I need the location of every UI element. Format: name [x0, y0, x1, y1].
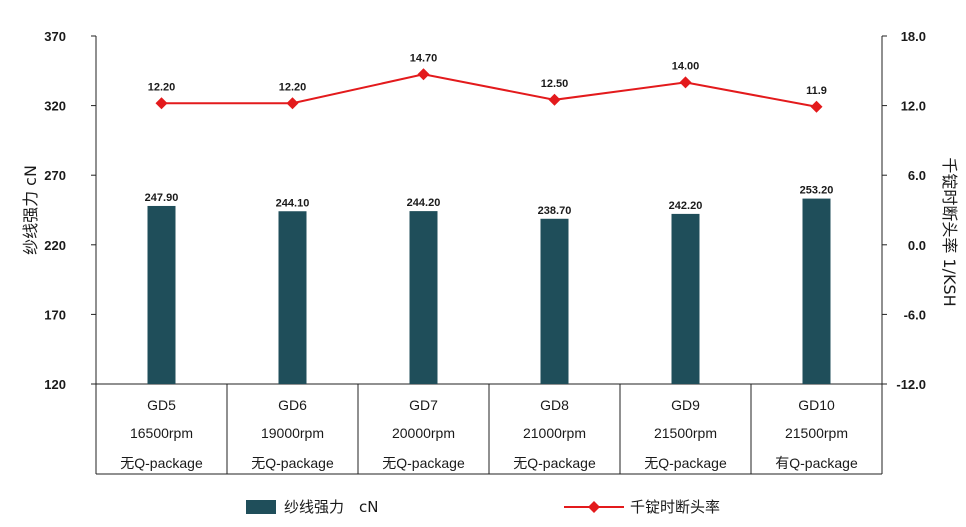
line-data-label: 12.50	[541, 78, 569, 90]
category-label: 21000rpm	[523, 425, 586, 441]
line-data-label: 11.9	[806, 85, 827, 97]
line-point	[286, 97, 299, 110]
line-point	[548, 93, 561, 106]
series-line	[161, 73, 817, 108]
category-label: 16500rpm	[130, 425, 193, 441]
right-tick-label: 12.0	[901, 99, 926, 114]
left-tick-label: 320	[44, 99, 66, 114]
right-tick-label: -12.0	[896, 377, 926, 392]
legend-line-marker	[588, 501, 600, 513]
bar-series	[147, 198, 831, 384]
bar-data-label: 247.90	[145, 192, 179, 204]
line-data-label: 12.20	[148, 81, 176, 93]
bar	[278, 211, 307, 384]
right-tick-label: 6.0	[908, 168, 926, 183]
category-label: 无Q-package	[382, 455, 465, 471]
line-data-label: 14.00	[672, 60, 700, 72]
right-axis-title: 千锭时断头率 1/KSH	[940, 157, 959, 306]
category-label: 无Q-package	[251, 455, 334, 471]
category-label: 无Q-package	[120, 455, 203, 471]
line-data-labels: 12.20 12.20 14.70 12.50 14.00 11.9	[148, 52, 827, 96]
left-tick-label: 170	[44, 307, 66, 322]
category-table: GD5 16500rpm 无Q-package GD6 19000rpm 无Q-packa…	[120, 384, 858, 474]
category-label: 19000rpm	[261, 425, 324, 441]
category-label: GD9	[671, 397, 700, 413]
category-label: 无Q-package	[513, 455, 596, 471]
bar-data-label: 244.10	[276, 197, 310, 209]
bar	[147, 205, 176, 384]
bar-data-labels: 247.90 244.10 244.20 238.70 242.20 253.20	[145, 185, 834, 217]
bar	[540, 218, 569, 384]
line-data-label: 12.20	[279, 81, 307, 93]
category-label: GD10	[798, 397, 835, 413]
left-tick-label: 120	[44, 377, 66, 392]
line-point	[679, 76, 692, 89]
category-label: 21500rpm	[785, 425, 848, 441]
right-tick-label: -6.0	[904, 307, 926, 322]
legend-bar-swatch	[246, 500, 276, 514]
bar-data-label: 242.20	[669, 200, 703, 212]
bar-data-label: 253.20	[800, 185, 834, 197]
category-label: GD7	[409, 397, 438, 413]
category-label: 无Q-package	[644, 455, 727, 471]
line-data-label: 14.70	[410, 52, 438, 64]
line-point	[417, 68, 430, 81]
left-axis-ticks: 120 170 220 270 320 370	[44, 29, 96, 392]
line-point	[810, 100, 823, 113]
bar	[802, 198, 831, 384]
left-tick-label: 370	[44, 29, 66, 44]
category-label: GD8	[540, 397, 569, 413]
bar	[409, 211, 438, 384]
left-axis-title: 纱线强力 cN	[21, 165, 40, 255]
legend-line-label: 千锭时断头率	[630, 498, 720, 516]
bar	[671, 213, 700, 384]
line-series	[155, 68, 823, 113]
category-label: 20000rpm	[392, 425, 455, 441]
category-label: 21500rpm	[654, 425, 717, 441]
right-tick-label: 18.0	[901, 29, 926, 44]
bar-data-label: 238.70	[538, 205, 572, 217]
legend-bar-label: 纱线强力 cN	[284, 498, 378, 516]
left-tick-label: 220	[44, 238, 66, 253]
category-label: 有Q-package	[775, 455, 858, 471]
line-point	[155, 97, 168, 110]
left-tick-label: 270	[44, 168, 66, 183]
right-tick-label: 0.0	[908, 238, 926, 253]
category-label: GD6	[278, 397, 307, 413]
right-axis-ticks: -12.0 -6.0 0.0 6.0 12.0 18.0	[882, 29, 926, 392]
legend: 纱线强力 cN 千锭时断头率	[246, 498, 720, 516]
category-label: GD5	[147, 397, 176, 413]
bar-data-label: 244.20	[407, 197, 441, 209]
